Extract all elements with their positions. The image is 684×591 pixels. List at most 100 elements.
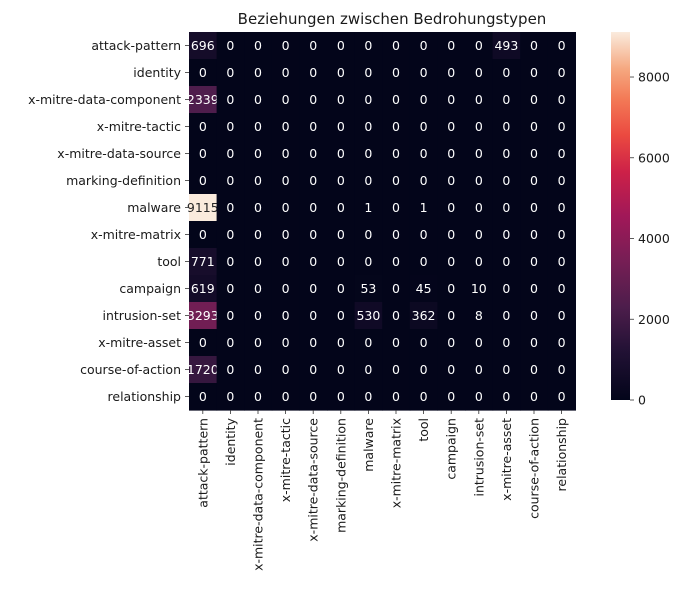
heatmap-cell (492, 113, 521, 141)
cell-value-label: 0 (309, 335, 317, 350)
heatmap-cell (271, 248, 300, 276)
column-tick-label: campaign (444, 418, 459, 480)
cell-value-label: 0 (475, 65, 483, 80)
cell-value-label: 0 (226, 308, 234, 323)
heatmap-cell (465, 383, 494, 411)
heatmap-cell (271, 329, 300, 357)
cell-value-label: 0 (558, 173, 566, 188)
cell-value-label: 0 (309, 389, 317, 404)
heatmap-cell (299, 302, 328, 330)
heatmap-cell (437, 248, 466, 276)
cell-value-label: 0 (392, 119, 400, 134)
column-tick-labels: attack-pattern identity x-mitre-data-compo… (195, 410, 569, 571)
heatmap-cell (189, 383, 218, 411)
cell-value-label: 0 (282, 227, 290, 242)
cell-value-label: 0 (447, 173, 455, 188)
cell-value-label: 9115 (187, 200, 219, 215)
heatmap-cell (437, 356, 466, 384)
cell-value-label: 0 (226, 335, 234, 350)
cell-value-label: 0 (558, 92, 566, 107)
cell-value-label: 0 (392, 92, 400, 107)
heatmap-cell (354, 86, 383, 114)
cell-value-label: 0 (392, 227, 400, 242)
heatmap-cell (271, 194, 300, 222)
heatmap-cell (354, 32, 383, 60)
heatmap-cell (299, 275, 328, 303)
cell-value-label: 0 (364, 173, 372, 188)
heatmap-cell (382, 59, 411, 87)
heatmap-cell (547, 32, 576, 60)
cell-value-label: 0 (364, 38, 372, 53)
heatmap-cell (520, 32, 549, 60)
heatmap-cell (520, 275, 549, 303)
cell-value-label: 1720 (187, 362, 219, 377)
cell-value-label: 0 (337, 308, 345, 323)
cell-value-label: 0 (226, 200, 234, 215)
cell-value-label: 0 (530, 92, 538, 107)
heatmap-cell (547, 59, 576, 87)
heatmap-cell (465, 194, 494, 222)
heatmap-cell (216, 32, 245, 60)
cell-value-label: 0 (254, 281, 262, 296)
heatmap-cells: 696 0 0 0 0 0 0 0 0 0 0 493 0 0 0 0 0 0 0 0 0 0 0 0 0 0 0 0 2339 0 0 0 0… (187, 32, 576, 411)
cell-value-label: 0 (475, 200, 483, 215)
heatmap-cell (271, 113, 300, 141)
cell-value-label: 0 (392, 65, 400, 80)
cell-value-label: 0 (392, 335, 400, 350)
column-tick-label: attack-pattern (195, 418, 210, 508)
heatmap-cell (409, 194, 438, 222)
cell-value-label: 0 (254, 92, 262, 107)
cell-value-label: 0 (309, 308, 317, 323)
heatmap-cell (244, 113, 273, 141)
heatmap-cell (271, 32, 300, 60)
heatmap-cell (189, 140, 218, 168)
heatmap-cell (492, 86, 521, 114)
cell-value-label: 0 (226, 389, 234, 404)
cell-value-label: 0 (309, 92, 317, 107)
row-tick-label: attack-pattern (91, 38, 181, 53)
cell-value-label: 0 (226, 173, 234, 188)
heatmap-cell (244, 383, 273, 411)
heatmap-cell (354, 302, 383, 330)
cell-value-label: 0 (530, 227, 538, 242)
heatmap-cell (437, 302, 466, 330)
cell-value-label: 0 (199, 173, 207, 188)
heatmap-cell (465, 248, 494, 276)
heatmap-cell (189, 302, 218, 330)
cell-value-label: 0 (558, 38, 566, 53)
heatmap-cell (244, 59, 273, 87)
heatmap-cell (547, 383, 576, 411)
heatmap-cell (216, 140, 245, 168)
cell-value-label: 0 (447, 119, 455, 134)
cell-value-label: 0 (337, 119, 345, 134)
cell-value-label: 0 (226, 119, 234, 134)
cell-value-label: 0 (337, 65, 345, 80)
cell-value-label: 0 (337, 146, 345, 161)
cell-value-label: 619 (191, 281, 215, 296)
heatmap-cell (492, 248, 521, 276)
row-tick-label: x-mitre-data-source (57, 146, 181, 161)
colorbar-tick-label: 2000 (638, 312, 670, 327)
heatmap-cell (216, 329, 245, 357)
heatmap-cell (492, 356, 521, 384)
heatmap-cell (189, 167, 218, 195)
cell-value-label: 0 (475, 38, 483, 53)
heatmap-cell (244, 140, 273, 168)
cell-value-label: 0 (254, 227, 262, 242)
row-tick-label: marking-definition (66, 173, 181, 188)
cell-value-label: 0 (420, 389, 428, 404)
heatmap-cell (547, 140, 576, 168)
heatmap-cell (409, 59, 438, 87)
cell-value-label: 0 (502, 119, 510, 134)
cell-value-label: 0 (530, 281, 538, 296)
cell-value-label: 0 (502, 92, 510, 107)
row-tick-label: x-mitre-tactic (97, 119, 181, 134)
heatmap-cell (299, 248, 328, 276)
cell-value-label: 0 (420, 65, 428, 80)
heatmap-cell (547, 248, 576, 276)
heatmap-cell (327, 356, 356, 384)
heatmap-cell (409, 383, 438, 411)
cell-value-label: 0 (226, 254, 234, 269)
cell-value-label: 0 (309, 65, 317, 80)
heatmap-cell (492, 302, 521, 330)
